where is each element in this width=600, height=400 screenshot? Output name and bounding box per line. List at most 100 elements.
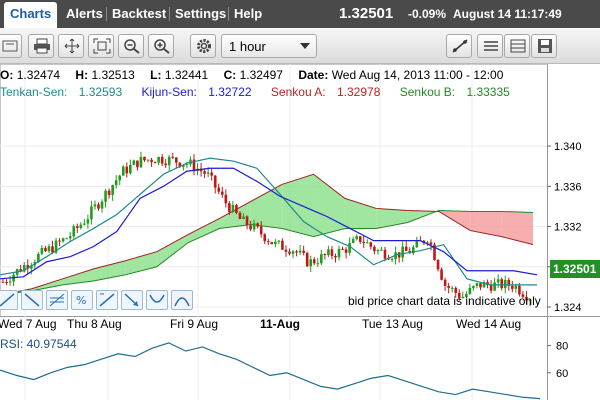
fit-icon (93, 38, 111, 54)
cloud-segment (344, 198, 377, 229)
cloud-segment (62, 268, 95, 285)
candle-body (284, 249, 288, 252)
current-price: 1.32501 (339, 5, 394, 22)
arc-tool[interactable] (171, 290, 193, 310)
candle-body (132, 160, 136, 165)
fibonacci-icon (49, 293, 65, 307)
percent-icon: % (76, 294, 86, 307)
candle-body (320, 254, 323, 264)
close-value: 1.32497 (239, 68, 283, 82)
layout-button[interactable] (504, 34, 530, 58)
candle-body (454, 287, 458, 293)
candle-body (157, 156, 160, 163)
chart-settings-button[interactable] (190, 34, 216, 58)
channel-tool[interactable] (96, 290, 118, 310)
menu-tab-charts[interactable]: Charts (4, 2, 58, 28)
senkou-b-value: 1.33335 (466, 85, 510, 99)
candle-body (404, 246, 408, 251)
candle-body (150, 159, 153, 163)
cloud-segment (219, 201, 251, 229)
cloud-segment (125, 251, 157, 275)
y-tick-label: 1.340 (554, 141, 582, 153)
ichimoku-legend: Tenkan-Sen: 1.32593 Kijun-Sen: 1.32722 S… (0, 85, 526, 99)
candle-body (376, 250, 380, 252)
candle-body (334, 255, 337, 258)
senkou-a-value: 1.32978 (336, 85, 381, 99)
menu-divider (228, 7, 229, 21)
indicator-lines (0, 157, 538, 286)
candle-body (288, 251, 291, 254)
tenkan-value: 1.32593 (78, 85, 123, 99)
candle-body (366, 242, 369, 244)
menu-tab-settings[interactable]: Settings (175, 6, 227, 21)
fit-button[interactable] (88, 34, 114, 58)
candle-body (54, 240, 58, 253)
pan-button[interactable] (58, 34, 84, 58)
candle-body (104, 190, 107, 202)
candle-body (44, 247, 47, 252)
data-disclaimer: bid price chart data is indicative only (348, 294, 541, 308)
candle-body (390, 259, 394, 261)
y-tick-label: 1.324 (554, 302, 582, 314)
candle-body (503, 279, 507, 289)
candle-body (355, 236, 358, 240)
candle-body (125, 166, 129, 174)
candle-body (238, 212, 242, 219)
candle-body (245, 216, 249, 226)
save-button[interactable] (531, 34, 557, 58)
percent-tool[interactable]: % (71, 290, 93, 310)
ray-tool[interactable] (21, 290, 43, 310)
print-button[interactable] (28, 34, 54, 58)
rsi-tick-label: 80 (556, 341, 568, 353)
candle-body (281, 240, 284, 250)
zoom-in-button[interactable] (148, 34, 174, 58)
arrow-tool[interactable] (121, 290, 143, 310)
candle-body (129, 164, 132, 174)
ichimoku-cloud (0, 173, 534, 296)
candle-body (298, 250, 302, 253)
fib-tool[interactable] (46, 290, 68, 310)
save-icon (538, 39, 552, 53)
layout-icon (510, 39, 526, 53)
draw-line-button[interactable] (446, 34, 472, 58)
candle-body (514, 285, 518, 289)
zoom-out-button[interactable] (118, 34, 144, 58)
indicators-button[interactable] (477, 34, 503, 58)
menu-divider (106, 7, 107, 21)
candle-body (341, 248, 344, 250)
print-icon (34, 38, 50, 54)
candle-body (521, 294, 525, 297)
menu-tab-alerts[interactable]: Alerts (66, 6, 103, 21)
menu-tab-backtest[interactable]: Backtest (112, 6, 167, 21)
candle-body (266, 241, 270, 243)
chart-type-button[interactable] (0, 34, 22, 58)
candle-body (86, 219, 90, 224)
menu-tab-help[interactable]: Help (234, 6, 263, 21)
candle-body (206, 172, 210, 174)
period-select[interactable]: 1 hour (221, 34, 317, 58)
candle-body (472, 286, 475, 288)
candle-body (468, 287, 472, 294)
channel-icon (99, 293, 115, 307)
candle-body (224, 194, 228, 204)
candle-body (231, 205, 235, 213)
candle-body (383, 249, 387, 259)
candle-body (171, 156, 175, 158)
candle-body (518, 285, 521, 295)
candle-body (457, 292, 461, 298)
candle-body (429, 242, 433, 245)
candle-body (111, 185, 114, 195)
curve-tool[interactable] (146, 290, 168, 310)
trendline-tool[interactable] (0, 290, 18, 310)
candle-body (482, 282, 486, 288)
y-tick-label: 1.336 (554, 181, 582, 193)
candle-body (249, 225, 252, 230)
candle-body (465, 293, 468, 297)
close-label: C: (223, 68, 237, 82)
trendline-icon (0, 293, 15, 307)
candle-body (26, 265, 30, 269)
candle-body (185, 164, 189, 166)
candle-body (387, 258, 390, 260)
top-menu-bar: Charts Alerts Backtest Settings Help 1.3… (0, 0, 600, 28)
